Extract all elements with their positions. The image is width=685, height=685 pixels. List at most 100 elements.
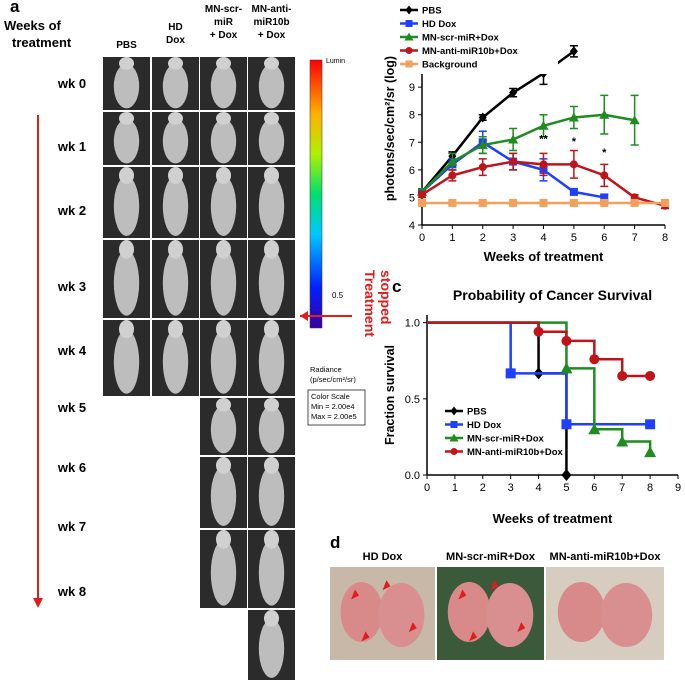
y-axis-label: Fraction survival [383, 345, 397, 445]
mouse-body [258, 540, 285, 606]
mouse-head [215, 167, 232, 185]
lung [557, 582, 606, 642]
week-label: wk 6 [57, 460, 86, 475]
y-tick-label: 9 [409, 82, 415, 94]
arrow-marker [382, 580, 391, 591]
mouse-body [162, 118, 189, 164]
legend-label: MN-scr-miR+Dox [422, 33, 500, 44]
mouse-head [167, 57, 184, 70]
mouse-head [118, 167, 135, 185]
marker [505, 368, 516, 379]
lung [486, 583, 534, 647]
mouse-body [162, 250, 189, 316]
mouse-body [162, 63, 189, 109]
mouse-head [215, 57, 232, 70]
marker [617, 370, 628, 381]
marker [538, 120, 549, 130]
legend-label: HD Dox [467, 420, 502, 431]
marker [447, 156, 458, 166]
mouse-head [167, 167, 184, 185]
mouse-head [118, 240, 135, 259]
marker [509, 157, 518, 166]
marker [449, 433, 459, 442]
mouse-body [258, 250, 285, 316]
x-tick-label: 2 [480, 482, 486, 494]
marker [478, 198, 487, 207]
column-header: HD Dox [166, 22, 185, 46]
mouse-head [215, 398, 232, 412]
arrow-head [33, 598, 43, 608]
colorbar [309, 59, 323, 329]
marker [560, 362, 573, 374]
week-label: wk 4 [57, 343, 87, 358]
panel-label: a [10, 0, 20, 16]
legend-label: PBS [422, 6, 442, 17]
arrow-marker [469, 631, 478, 642]
marker [661, 198, 669, 207]
legend-label: PBS [467, 407, 487, 418]
mouse-body [162, 329, 189, 394]
marker [588, 423, 601, 435]
color-scale-text: Min = 2.00e4 [311, 402, 355, 411]
lung [447, 582, 491, 642]
x-tick-label: 2 [480, 232, 486, 244]
treatment-note: Treatmentstopped [362, 270, 394, 337]
x-tick-label: 6 [591, 482, 597, 494]
x-tick-label: 8 [662, 232, 668, 244]
marker [600, 171, 609, 180]
mouse-head [263, 457, 280, 475]
radiance-label: Radiance (p/sec/cm²/sr) [310, 365, 356, 384]
mouse-body [210, 118, 237, 164]
marker [629, 115, 640, 125]
x-tick-label: 4 [535, 482, 541, 494]
marker [644, 446, 657, 458]
marker [508, 134, 519, 144]
y-tick-label: 7 [409, 137, 415, 149]
marker [404, 32, 414, 41]
mouse-head [263, 610, 280, 627]
marker [569, 187, 578, 196]
x-tick-label: 0 [419, 232, 425, 244]
marker [450, 421, 458, 428]
marker [561, 469, 572, 481]
y-tick-label: 1.0 [405, 318, 420, 330]
x-axis-label: Weeks of treatment [493, 511, 613, 526]
lung [600, 583, 653, 647]
mouse-body [258, 405, 285, 454]
y-tick-label: 4 [409, 220, 415, 232]
x-tick-label: 5 [571, 232, 577, 244]
mouse-body [162, 176, 189, 236]
y-tick-label: 8 [409, 110, 415, 122]
marker [448, 198, 457, 207]
mouse-head [215, 457, 232, 475]
week-label: wk 1 [57, 139, 86, 154]
marker [561, 335, 572, 346]
marker [589, 354, 600, 365]
legend-label: MN-anti-miR10b+Dox [422, 46, 519, 57]
series-line [421, 113, 635, 193]
marker [561, 419, 572, 430]
mouse-body [258, 63, 285, 109]
marker [569, 198, 578, 207]
lung [340, 582, 383, 642]
marker [539, 160, 548, 169]
x-tick-label: 0 [424, 482, 430, 494]
week-label: wk 3 [57, 279, 86, 294]
marker [616, 435, 629, 447]
mouse-head [118, 112, 135, 125]
mouse-body [210, 466, 237, 526]
mouse-body [113, 329, 140, 394]
legend-label: HD Dox [422, 19, 457, 30]
panel-label: c [392, 277, 401, 296]
mouse-head [215, 320, 232, 339]
mouse-body [113, 63, 140, 109]
week-label: wk 2 [57, 203, 86, 218]
marker [405, 60, 413, 68]
marker [448, 171, 457, 180]
mouse-body [210, 63, 237, 109]
arrow-marker [351, 589, 359, 600]
mouse-body [258, 329, 285, 394]
mouse-body [210, 540, 237, 606]
mouse-head [215, 530, 232, 549]
